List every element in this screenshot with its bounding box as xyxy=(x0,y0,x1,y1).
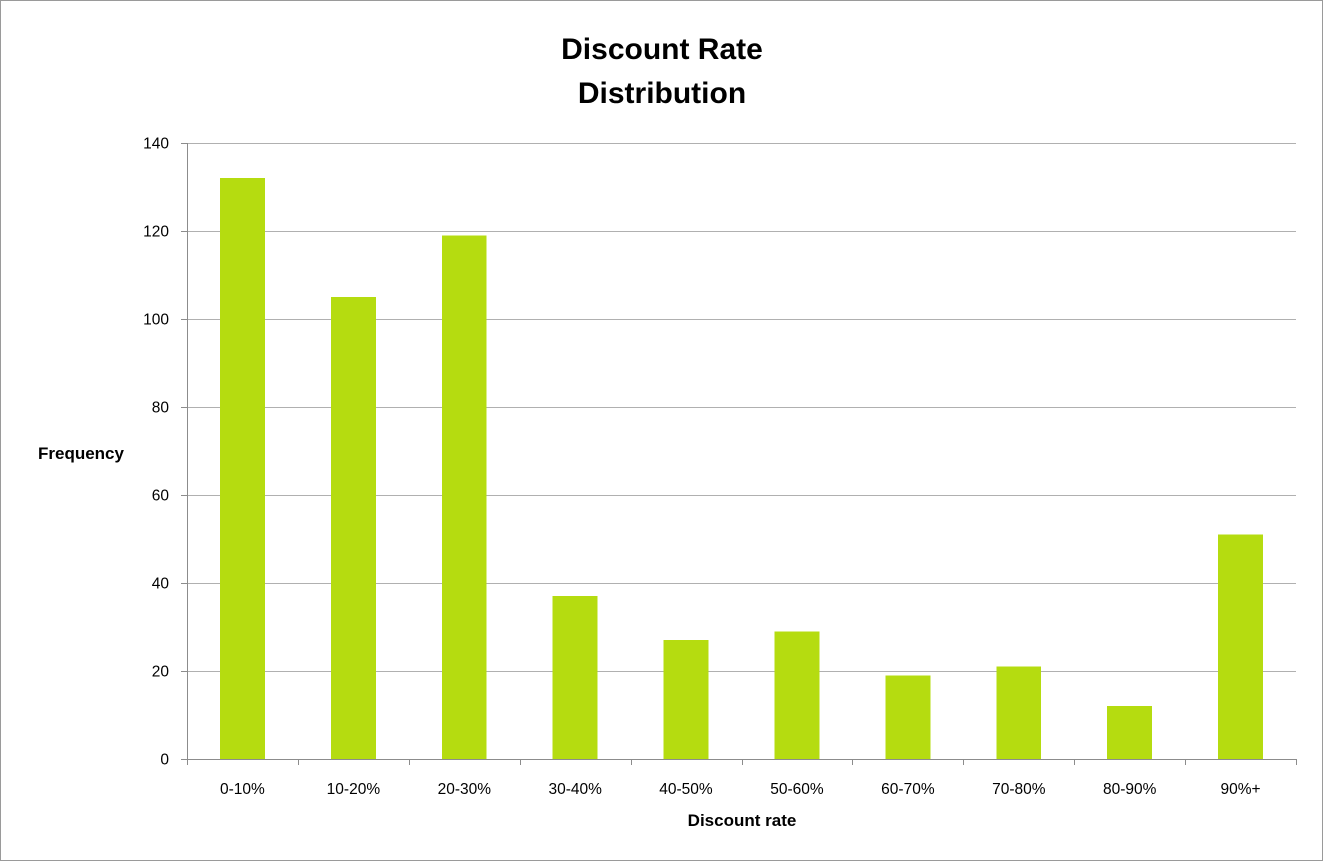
bar xyxy=(1107,706,1153,759)
bar xyxy=(996,666,1042,759)
bar xyxy=(774,631,820,759)
y-tick-label: 100 xyxy=(143,312,169,329)
x-tick-label: 50-60% xyxy=(770,781,824,798)
bar xyxy=(220,178,265,759)
y-tick-label: 0 xyxy=(160,752,169,769)
y-tick-label: 140 xyxy=(143,136,169,153)
bars xyxy=(220,178,1263,759)
bar xyxy=(663,640,709,759)
bar xyxy=(552,596,598,759)
y-tick-labels: 0 20 40 60 80 100 120 140 xyxy=(143,136,169,769)
y-axis-label: Frequency xyxy=(38,444,125,463)
x-tick-label: 70-80% xyxy=(992,781,1046,798)
bar xyxy=(441,235,487,759)
x-axis-label: Discount rate xyxy=(688,811,797,830)
x-tick-labels: 0-10% 10-20% 20-30% 30-40% 40-50% 50-60% 60-70… xyxy=(220,781,1261,798)
bar xyxy=(330,297,376,759)
x-tick-label: 20-30% xyxy=(438,781,492,798)
y-tick-label: 120 xyxy=(143,224,169,241)
x-tick-label: 80-90% xyxy=(1103,781,1157,798)
y-tick-label: 60 xyxy=(152,488,170,505)
bar xyxy=(885,675,931,759)
x-tick-label: 0-10% xyxy=(220,781,265,798)
y-tick-label: 80 xyxy=(152,400,170,417)
x-tick-label: 90%+ xyxy=(1220,781,1260,798)
x-tick-label: 40-50% xyxy=(659,781,713,798)
x-tick-label: 10-20% xyxy=(327,781,381,798)
y-tick-label: 40 xyxy=(152,576,170,593)
chart-title-line-2: Distribution xyxy=(578,77,746,110)
y-tick-label: 20 xyxy=(152,664,170,681)
x-tick-label: 60-70% xyxy=(881,781,935,798)
axes xyxy=(181,143,1297,765)
chart-title: Discount Rate Distribution xyxy=(561,33,763,110)
bar xyxy=(1218,534,1263,759)
x-tick-label: 30-40% xyxy=(548,781,602,798)
chart-title-line-1: Discount Rate xyxy=(561,33,763,66)
